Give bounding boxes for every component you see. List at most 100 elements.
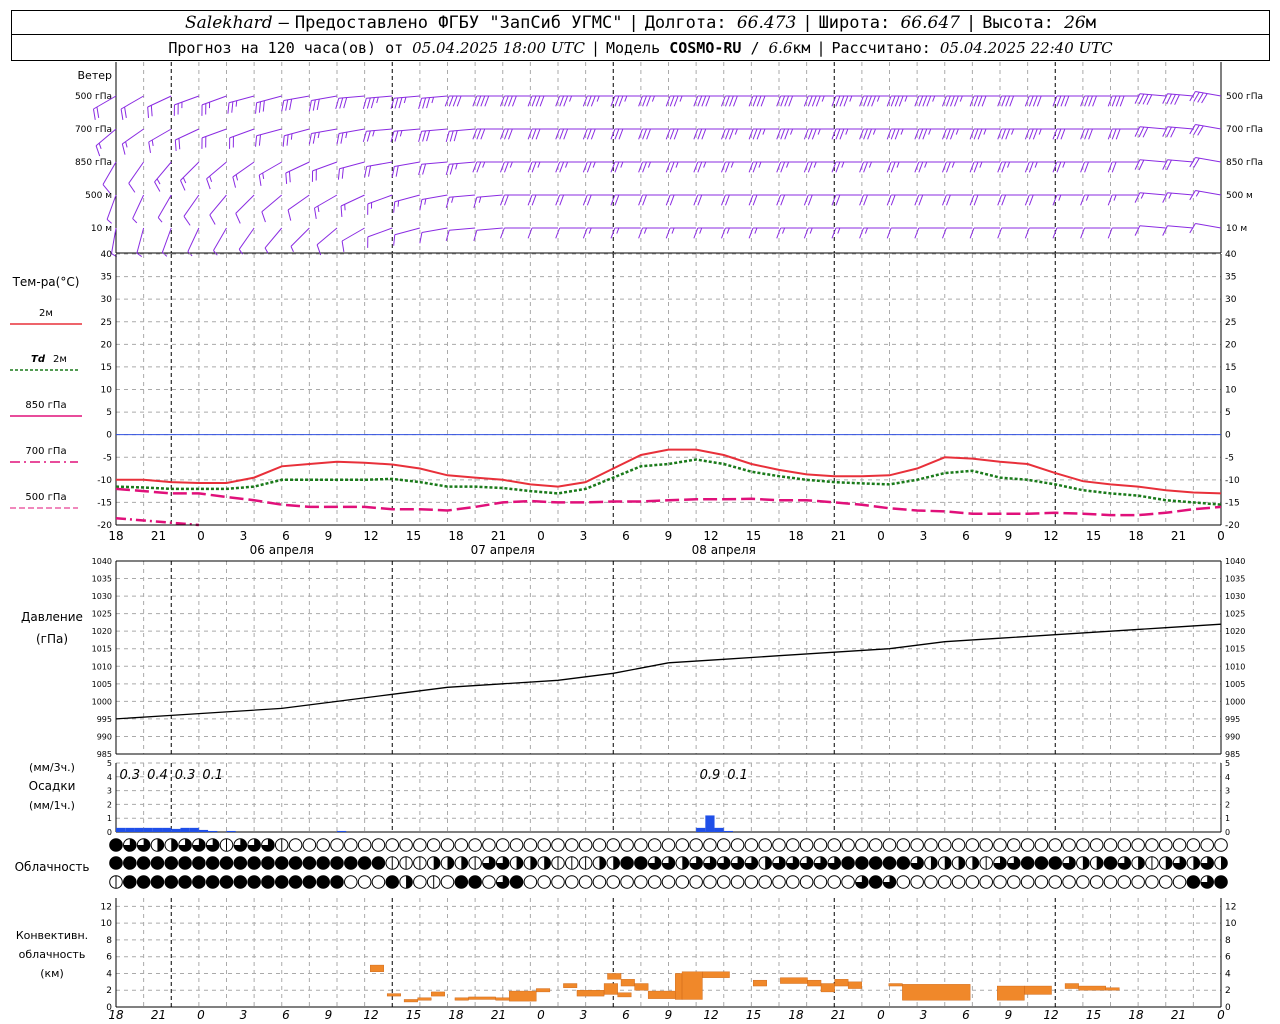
wind-barb	[148, 128, 172, 153]
cloud-fill-half	[406, 875, 413, 889]
cloud-circle	[523, 875, 538, 889]
altitude-value: 26	[1064, 12, 1086, 33]
cloud-cover-symbol	[951, 875, 966, 889]
wind-barb-feather	[285, 172, 288, 184]
wind-barb-feather	[472, 95, 478, 107]
wind-barb-feather	[721, 161, 726, 173]
wind-barb-feather	[758, 161, 762, 168]
cloud-cover-symbol	[965, 875, 980, 889]
cloud-cover-symbol	[772, 856, 786, 870]
wind-barb-feather	[390, 131, 395, 142]
wind-barb-feather	[679, 95, 683, 102]
wind-barb-feather	[616, 227, 620, 234]
wind-barb-feather	[582, 227, 588, 239]
wind-barb-feather	[316, 99, 320, 111]
wind-barb-feather	[697, 95, 703, 107]
cloud-cover-symbol	[730, 856, 745, 870]
temp-ytick-right: -15	[1225, 498, 1240, 508]
wind-barb-staff	[394, 194, 421, 203]
cloud-fill-full	[275, 875, 289, 889]
cloud-fill-full	[206, 875, 219, 889]
wind-barb-feather	[790, 128, 794, 135]
wind-barb-staff	[421, 161, 448, 165]
wind-barb-staff	[340, 194, 365, 207]
wind-barb-feather	[977, 128, 983, 140]
cloud-fill-full	[109, 838, 123, 852]
cloud-circle	[454, 838, 469, 852]
conv-ytick-right: 10	[1225, 919, 1237, 929]
cloud-cover-symbol	[606, 875, 621, 889]
wind-barb-feather	[926, 95, 932, 107]
cloud-circle	[758, 875, 772, 889]
wind-barb-feather	[831, 161, 837, 173]
wind-barb-feather	[959, 95, 963, 102]
conv-cloud-bar	[753, 979, 767, 987]
wind-barb	[174, 128, 200, 151]
wind-barb	[1052, 194, 1083, 206]
wind-barb-feather	[669, 161, 675, 173]
wind-barb	[969, 128, 1000, 140]
cloud-cover-symbol	[1145, 838, 1159, 852]
cloud-circle	[937, 875, 952, 889]
wind-barb-feather	[1138, 159, 1145, 171]
cloud-circle	[868, 838, 883, 852]
wind-barb-feather	[918, 194, 924, 206]
wind-barb-feather	[756, 95, 762, 107]
wind-barb	[859, 194, 890, 206]
wind-barb-staff	[393, 95, 420, 99]
cloud-cover-symbol	[855, 838, 869, 852]
wind-barb-staff	[366, 161, 393, 168]
wind-barb-staff	[284, 128, 310, 137]
cloud-fill-half	[930, 856, 938, 870]
wind-barb-staff	[180, 161, 200, 181]
wind-barb-feather	[839, 128, 845, 140]
cloud-cover-symbol	[123, 875, 137, 889]
wind-barb	[997, 194, 1028, 206]
wind-barb	[969, 161, 1000, 173]
cloud-circle	[896, 875, 911, 889]
wind-barb-feather	[776, 128, 782, 140]
wind-barb-feather	[1062, 161, 1066, 168]
cloud-cover-symbol	[509, 856, 524, 870]
wind-barb-feather	[312, 132, 316, 144]
wind-barb-staff	[136, 227, 145, 254]
conv-cloud-bar	[403, 999, 418, 1003]
wind-barb-feather	[154, 181, 161, 192]
cloud-cover-symbol	[689, 875, 703, 889]
wind-barb	[748, 227, 779, 239]
cloud-circle	[951, 838, 966, 852]
temp-series-line	[115, 458, 1222, 506]
wind-barb-staff	[338, 128, 365, 135]
wind-barb-feather	[876, 95, 880, 102]
cloud-circle	[1048, 838, 1063, 852]
cloud-cover-symbol	[150, 838, 165, 852]
cloud-circle	[330, 838, 344, 852]
pressure-ytick-left: 1030	[92, 592, 112, 601]
cloud-fill-half	[972, 856, 979, 870]
cloud-fill-half	[599, 856, 606, 870]
wind-barb-feather	[951, 161, 955, 168]
precip-bar	[116, 827, 126, 832]
cloud-fill-full	[220, 856, 233, 870]
wind-barb-staff	[1167, 192, 1194, 196]
conv-ytick-right: 8	[1225, 936, 1231, 946]
wind-barb	[290, 227, 310, 253]
wind-barb-feather	[928, 128, 932, 135]
temp-ytick-right: 15	[1225, 363, 1236, 373]
cloud-cover-symbol	[1020, 875, 1035, 889]
wind-barb-staff	[1139, 126, 1166, 130]
wind-barb	[803, 194, 835, 206]
cloud-circle	[537, 838, 551, 852]
wind-barb	[1080, 194, 1111, 206]
wind-barb-feather	[914, 95, 920, 107]
wind-barb-feather	[614, 194, 620, 206]
wind-barb-feather	[1092, 95, 1097, 107]
wind-barb-feather	[890, 161, 896, 173]
wind-barb-feather	[1134, 159, 1141, 170]
precip-ytick-right: 5	[1225, 759, 1230, 768]
legend-t700-label: 700 гПа	[25, 446, 66, 457]
wind-barb-feather	[1056, 161, 1062, 173]
cloud-cover-symbol	[1200, 856, 1214, 870]
wind-barb-feather	[148, 141, 151, 153]
wind-barb-feather	[448, 95, 454, 107]
